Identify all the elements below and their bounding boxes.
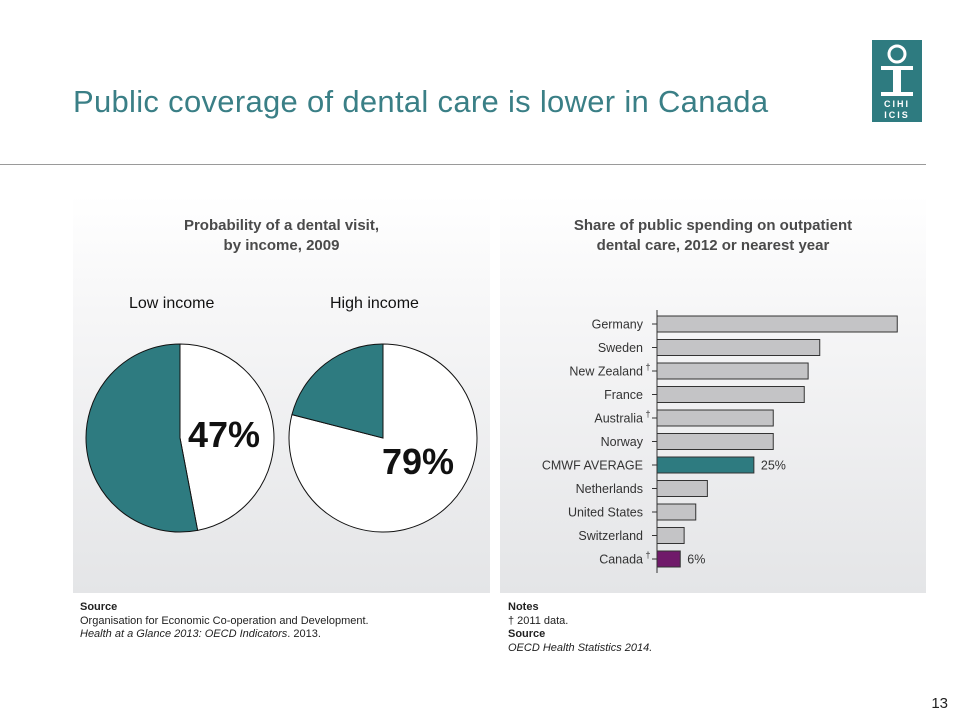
bar-category-label: New Zealand <box>569 365 643 379</box>
page-number: 13 <box>931 695 948 712</box>
dagger-mark: † <box>645 550 650 560</box>
bar-category-label: Australia <box>594 412 643 426</box>
high-income-percent: 79% <box>382 441 455 482</box>
title-divider <box>0 164 926 165</box>
bar-value-label: 6% <box>687 553 705 567</box>
bar-category-label: Norway <box>601 435 644 449</box>
dagger-mark: † <box>645 409 650 419</box>
bar-australia <box>656 409 774 427</box>
left-panel-title: Probability of a dental visit, by income… <box>183 217 380 254</box>
low-income-percent: 47% <box>188 414 261 455</box>
logo-text-2: ICIS <box>884 110 910 120</box>
pie-slice-0 <box>179 343 275 531</box>
pie-slice-1 <box>85 343 199 533</box>
bar-category-label: France <box>604 388 643 402</box>
cihi-logo: CIHI ICIS <box>872 40 922 122</box>
bar-sweden <box>656 339 821 356</box>
bar-canada <box>656 550 681 568</box>
right-panel-title: Share of public spending on outpatient d… <box>573 217 853 254</box>
dagger-mark: † <box>645 362 650 372</box>
bar-value-label: 25% <box>761 459 786 473</box>
bar-netherlands <box>656 480 708 497</box>
left-panel: Probability of a dental visit, by income… <box>73 195 490 593</box>
bar-category-label: Switzerland <box>578 529 643 543</box>
bar-new-zealand <box>656 362 809 380</box>
bar-switzerland <box>656 527 685 544</box>
page-title: Public coverage of dental care is lower … <box>73 84 769 119</box>
bar-category-label: Sweden <box>598 341 643 355</box>
logo-text-1: CIHI <box>884 99 910 109</box>
low-income-pie <box>85 343 275 533</box>
bar-united-states <box>656 503 697 521</box>
bar-category-label: Netherlands <box>576 482 643 496</box>
bar-germany <box>656 315 898 333</box>
pie-slice-0 <box>288 343 478 533</box>
bar-france <box>656 386 805 403</box>
low-income-label: Low income <box>129 295 215 312</box>
bar-category-label: Germany <box>592 318 644 332</box>
source-notes-left: Source Organisation for Economic Co-oper… <box>80 601 369 640</box>
source-notes-right: Notes † 2011 data. Source OECD Health St… <box>508 601 653 654</box>
pie-slice-1 <box>291 343 384 439</box>
bar-norway <box>656 433 774 450</box>
right-panel: Share of public spending on outpatient d… <box>500 195 926 593</box>
high-income-pie <box>288 343 478 533</box>
high-income-label: High income <box>330 295 419 312</box>
bar-category-label: United States <box>568 506 643 520</box>
bar-cmwf-average <box>656 456 755 474</box>
bar-category-label: CMWF AVERAGE <box>542 459 643 473</box>
bar-category-label: Canada <box>599 553 643 567</box>
